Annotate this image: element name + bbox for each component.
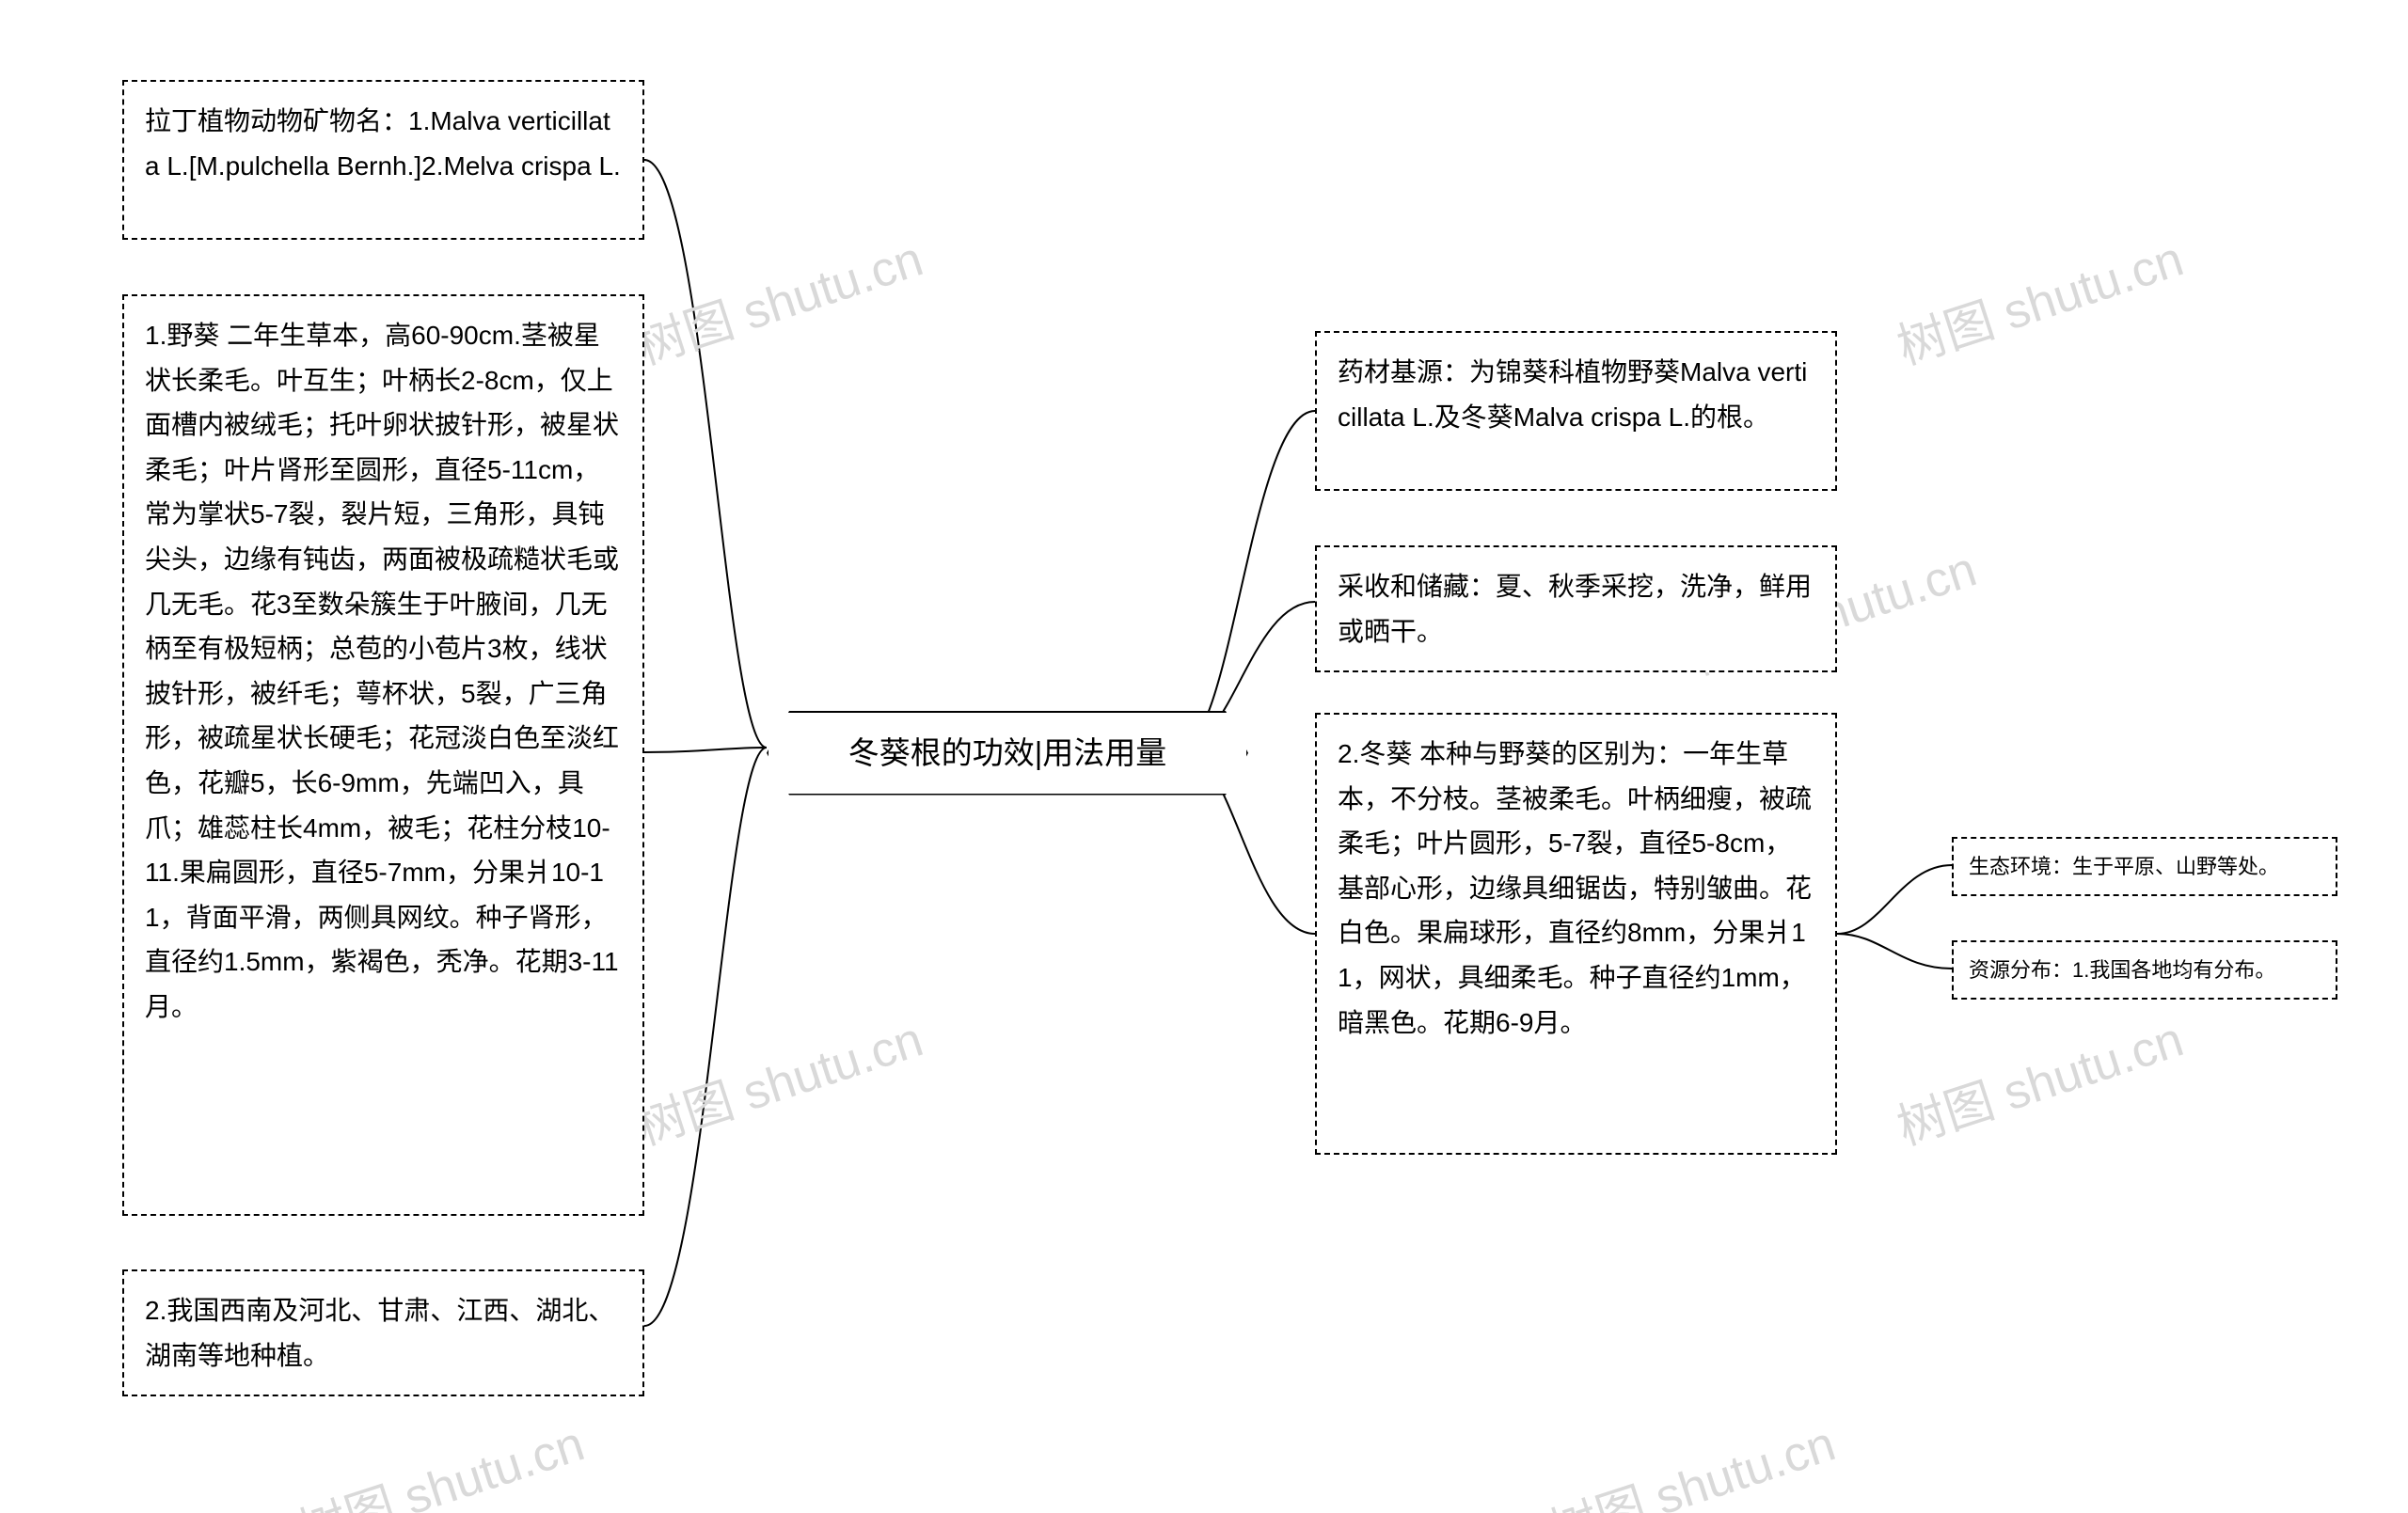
node-text: 药材基源：为锦葵科植物野葵Malva verticillata L.及冬葵Mal… <box>1338 357 1807 432</box>
node-text: 资源分布：1.我国各地均有分布。 <box>1969 958 2275 982</box>
mindmap-node-region: 2.我国西南及河北、甘肃、江西、湖北、湖南等地种植。 <box>122 1269 644 1396</box>
connector <box>644 160 767 748</box>
watermark: 树图 shutu.cn <box>288 1404 592 1513</box>
mindmap-node-shengtai: 生态环境：生于平原、山野等处。 <box>1952 837 2337 896</box>
node-text: 生态环境：生于平原、山野等处。 <box>1969 855 2279 878</box>
watermark: 树图 shutu.cn <box>1539 1404 1843 1513</box>
mindmap-node-latin: 拉丁植物动物矿物名：1.Malva verticillata L.[M.pulc… <box>122 80 644 240</box>
connector <box>644 748 767 752</box>
node-text: 采收和储藏：夏、秋季采挖，洗净，鲜用或晒干。 <box>1338 572 1812 646</box>
watermark: 树图 shutu.cn <box>1887 1000 2191 1158</box>
watermark: 树图 shutu.cn <box>1887 219 2191 378</box>
node-text: 2.冬葵 本种与野葵的区别为：一年生草本，不分枝。茎被柔毛。叶柄细瘦，被疏柔毛；… <box>1338 739 1812 1037</box>
mindmap-node-jiyuan: 药材基源：为锦葵科植物野葵Malva verticillata L.及冬葵Mal… <box>1315 331 1837 491</box>
connector <box>1837 934 1952 969</box>
mindmap-node-yekui: 1.野葵 二年生草本，高60-90cm.茎被星状长柔毛。叶互生；叶柄长2-8cm… <box>122 294 644 1216</box>
connector <box>1837 865 1952 934</box>
connector <box>1180 411 1315 748</box>
watermark: 树图 shutu.cn <box>626 1000 930 1158</box>
watermark: 树图 shutu.cn <box>626 219 930 378</box>
mindmap-node-ziyuan: 资源分布：1.我国各地均有分布。 <box>1952 940 2337 1000</box>
center-topic: 冬葵根的功效|用法用量 <box>767 711 1248 796</box>
connector <box>644 748 767 1326</box>
node-text: 2.我国西南及河北、甘肃、江西、湖北、湖南等地种植。 <box>145 1296 614 1370</box>
mindmap-node-caishou: 采收和储藏：夏、秋季采挖，洗净，鲜用或晒干。 <box>1315 545 1837 672</box>
node-text: 1.野葵 二年生草本，高60-90cm.茎被星状长柔毛。叶互生；叶柄长2-8cm… <box>145 321 619 1021</box>
center-topic-text: 冬葵根的功效|用法用量 <box>848 735 1167 770</box>
node-text: 拉丁植物动物矿物名：1.Malva verticillata L.[M.pulc… <box>145 106 621 181</box>
mindmap-node-dongkui: 2.冬葵 本种与野葵的区别为：一年生草本，不分枝。茎被柔毛。叶柄细瘦，被疏柔毛；… <box>1315 713 1837 1155</box>
